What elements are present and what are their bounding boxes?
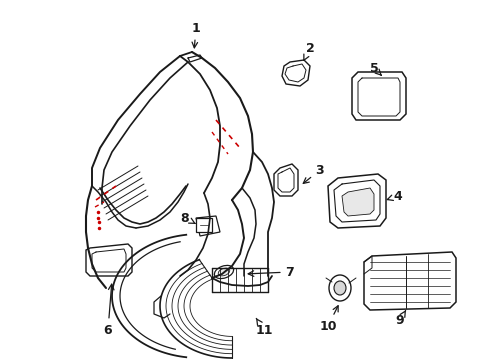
Polygon shape <box>351 72 405 120</box>
Polygon shape <box>282 60 309 86</box>
Text: 9: 9 <box>395 311 405 327</box>
Text: 3: 3 <box>303 163 324 183</box>
Ellipse shape <box>214 265 233 279</box>
Text: 1: 1 <box>191 22 200 48</box>
Text: 2: 2 <box>303 41 314 60</box>
Polygon shape <box>196 218 212 232</box>
Text: 5: 5 <box>369 62 381 75</box>
Polygon shape <box>327 174 385 228</box>
Polygon shape <box>341 188 373 216</box>
Text: 11: 11 <box>255 318 272 337</box>
Polygon shape <box>86 244 132 276</box>
Polygon shape <box>196 216 220 236</box>
Ellipse shape <box>218 268 229 276</box>
Ellipse shape <box>333 281 346 295</box>
Text: 4: 4 <box>386 189 402 202</box>
Text: 8: 8 <box>181 212 195 225</box>
Text: 10: 10 <box>319 306 337 333</box>
Text: 7: 7 <box>248 266 294 279</box>
Ellipse shape <box>328 275 350 301</box>
Polygon shape <box>273 164 297 196</box>
Text: 6: 6 <box>103 284 114 337</box>
Polygon shape <box>363 252 455 310</box>
